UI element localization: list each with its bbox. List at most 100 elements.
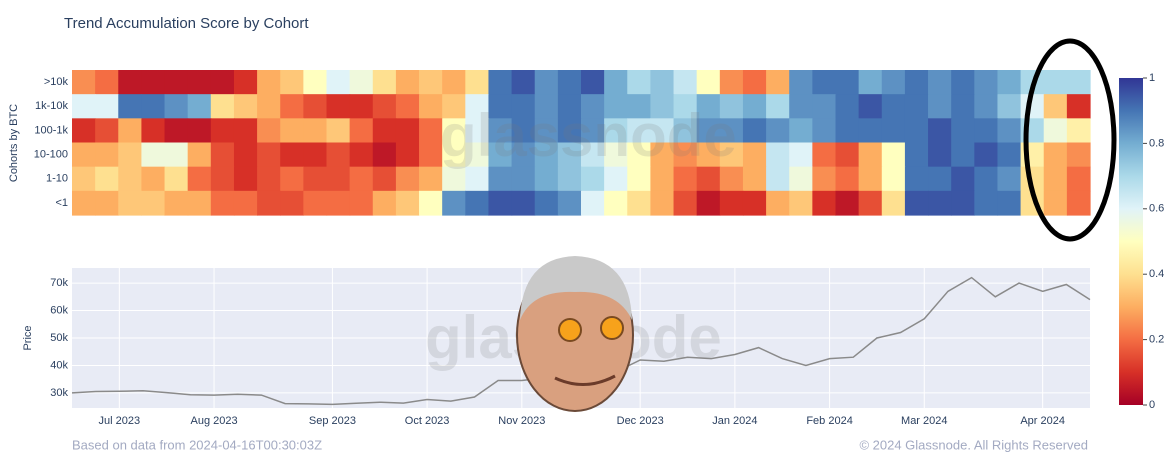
heatmap-cell (488, 190, 513, 216)
chart-title: Trend Accumulation Score by Cohort (64, 15, 309, 32)
heatmap-cell (789, 94, 813, 119)
heatmap-cell (766, 70, 790, 95)
heatmap-cell (372, 166, 397, 192)
heatmap-cell (349, 94, 374, 119)
heatmap-cell (673, 118, 698, 144)
heatmap-cell (372, 118, 397, 144)
heatmap-cell (349, 190, 374, 216)
heatmap-cell (974, 142, 999, 168)
heatmap-cell (442, 118, 466, 144)
colorbar: 0 0.2 0.4 0.6 0.8 1 (1119, 72, 1164, 411)
heatmap-cell (164, 94, 189, 119)
heatmap-cell (650, 166, 675, 192)
y-tick-label: 40k (50, 359, 68, 371)
heatmap-cell (974, 118, 999, 144)
heatmap-cell (904, 190, 929, 216)
heatmap-cell (696, 142, 721, 168)
heatmap-cell (233, 94, 258, 119)
heatmap-cell (349, 166, 374, 192)
heatmap-cell (835, 118, 860, 144)
colorbar-tick-label: 0.8 (1149, 137, 1164, 149)
colorbar-tick-label: 0.2 (1149, 334, 1164, 346)
heatmap-cell (719, 166, 744, 192)
heatmap-cell (326, 94, 351, 119)
heatmap-cell (372, 70, 397, 95)
heatmap-cell (488, 70, 513, 95)
heatmap-cell (557, 70, 582, 95)
heatmap-cell (465, 166, 490, 192)
heatmap-cell (210, 94, 235, 119)
heatmap-cell (187, 94, 212, 119)
heatmap-cell (789, 118, 813, 144)
heatmap-cell (1066, 70, 1091, 95)
heatmap-cell (742, 70, 767, 95)
heatmap-cell (95, 166, 119, 192)
heatmap-cell (789, 166, 813, 192)
heatmap-cell (881, 94, 906, 119)
heatmap-cell (928, 70, 952, 95)
heatmap-cell (881, 118, 906, 144)
heatmap-cell (280, 70, 304, 95)
heatmap-cell (581, 118, 605, 144)
heatmap-cell (881, 190, 906, 216)
heatmap-cell (534, 118, 559, 144)
heatmap-cell (187, 142, 212, 168)
heatmap-cell (812, 94, 837, 119)
heatmap-cell (349, 142, 374, 168)
heatmap-cell (488, 166, 513, 192)
x-tick-label: Jan 2024 (712, 415, 757, 427)
x-tick-label: Aug 2023 (190, 415, 237, 427)
watermark: glassnode (440, 102, 737, 169)
heatmap-cell (928, 142, 952, 168)
heatmap-cell (210, 142, 235, 168)
heatmap-cell (557, 166, 582, 192)
heatmap-cell (997, 166, 1022, 192)
heatmap-cell (395, 190, 420, 216)
colorbar-tick-label: 1 (1149, 72, 1155, 84)
heatmap-cell (419, 142, 443, 168)
heatmap-cell (881, 142, 906, 168)
heatmap-cell (187, 118, 212, 144)
heatmap-cell (488, 94, 513, 119)
heatmap-cell (812, 166, 837, 192)
heatmap-cell (766, 142, 790, 168)
heatmap-cell (72, 142, 96, 168)
heatmap-cell (742, 118, 767, 144)
heatmap-cell (1043, 142, 1068, 168)
heatmap-cell (419, 94, 443, 119)
heatmap-cell (326, 70, 351, 95)
heatmap-cell (858, 166, 883, 192)
x-tick-label: Sep 2023 (309, 415, 356, 427)
heatmap-cell (164, 118, 189, 144)
heatmap-cell (904, 142, 929, 168)
heatmap-cell (303, 142, 328, 168)
heatmap-cell (904, 118, 929, 144)
heatmap-cell (233, 142, 258, 168)
heatmap-cell (72, 190, 96, 216)
heatmap-cell (858, 70, 883, 95)
heatmap-cell (141, 118, 166, 144)
source-note: Based on data from 2024-04-16T00:30:03Z (72, 437, 322, 452)
heatmap-cell (465, 142, 490, 168)
heatmap-cell (303, 166, 328, 192)
x-tick-label: Feb 2024 (806, 415, 852, 427)
heatmap-cell (835, 142, 860, 168)
heatmap-cell (627, 142, 652, 168)
heatmap-cell (719, 94, 744, 119)
y-tick-label: 1-10 (46, 173, 68, 185)
copyright: © 2024 Glassnode. All Rights Reserved (859, 437, 1088, 452)
heatmap-cell (789, 190, 813, 216)
x-tick-label: Jul 2023 (99, 415, 141, 427)
heatmap-cell (442, 142, 466, 168)
heatmap-cell (164, 142, 189, 168)
heatmap-cell (812, 142, 837, 168)
heatmap-cell (696, 166, 721, 192)
heatmap-cell (812, 190, 837, 216)
heatmap-cell (650, 190, 675, 216)
y-tick-label: 60k (50, 304, 68, 316)
heatmap-cell (257, 190, 281, 216)
heatmap-cell (187, 166, 212, 192)
heatmap-cell (881, 166, 906, 192)
heatmap-cell (673, 166, 698, 192)
